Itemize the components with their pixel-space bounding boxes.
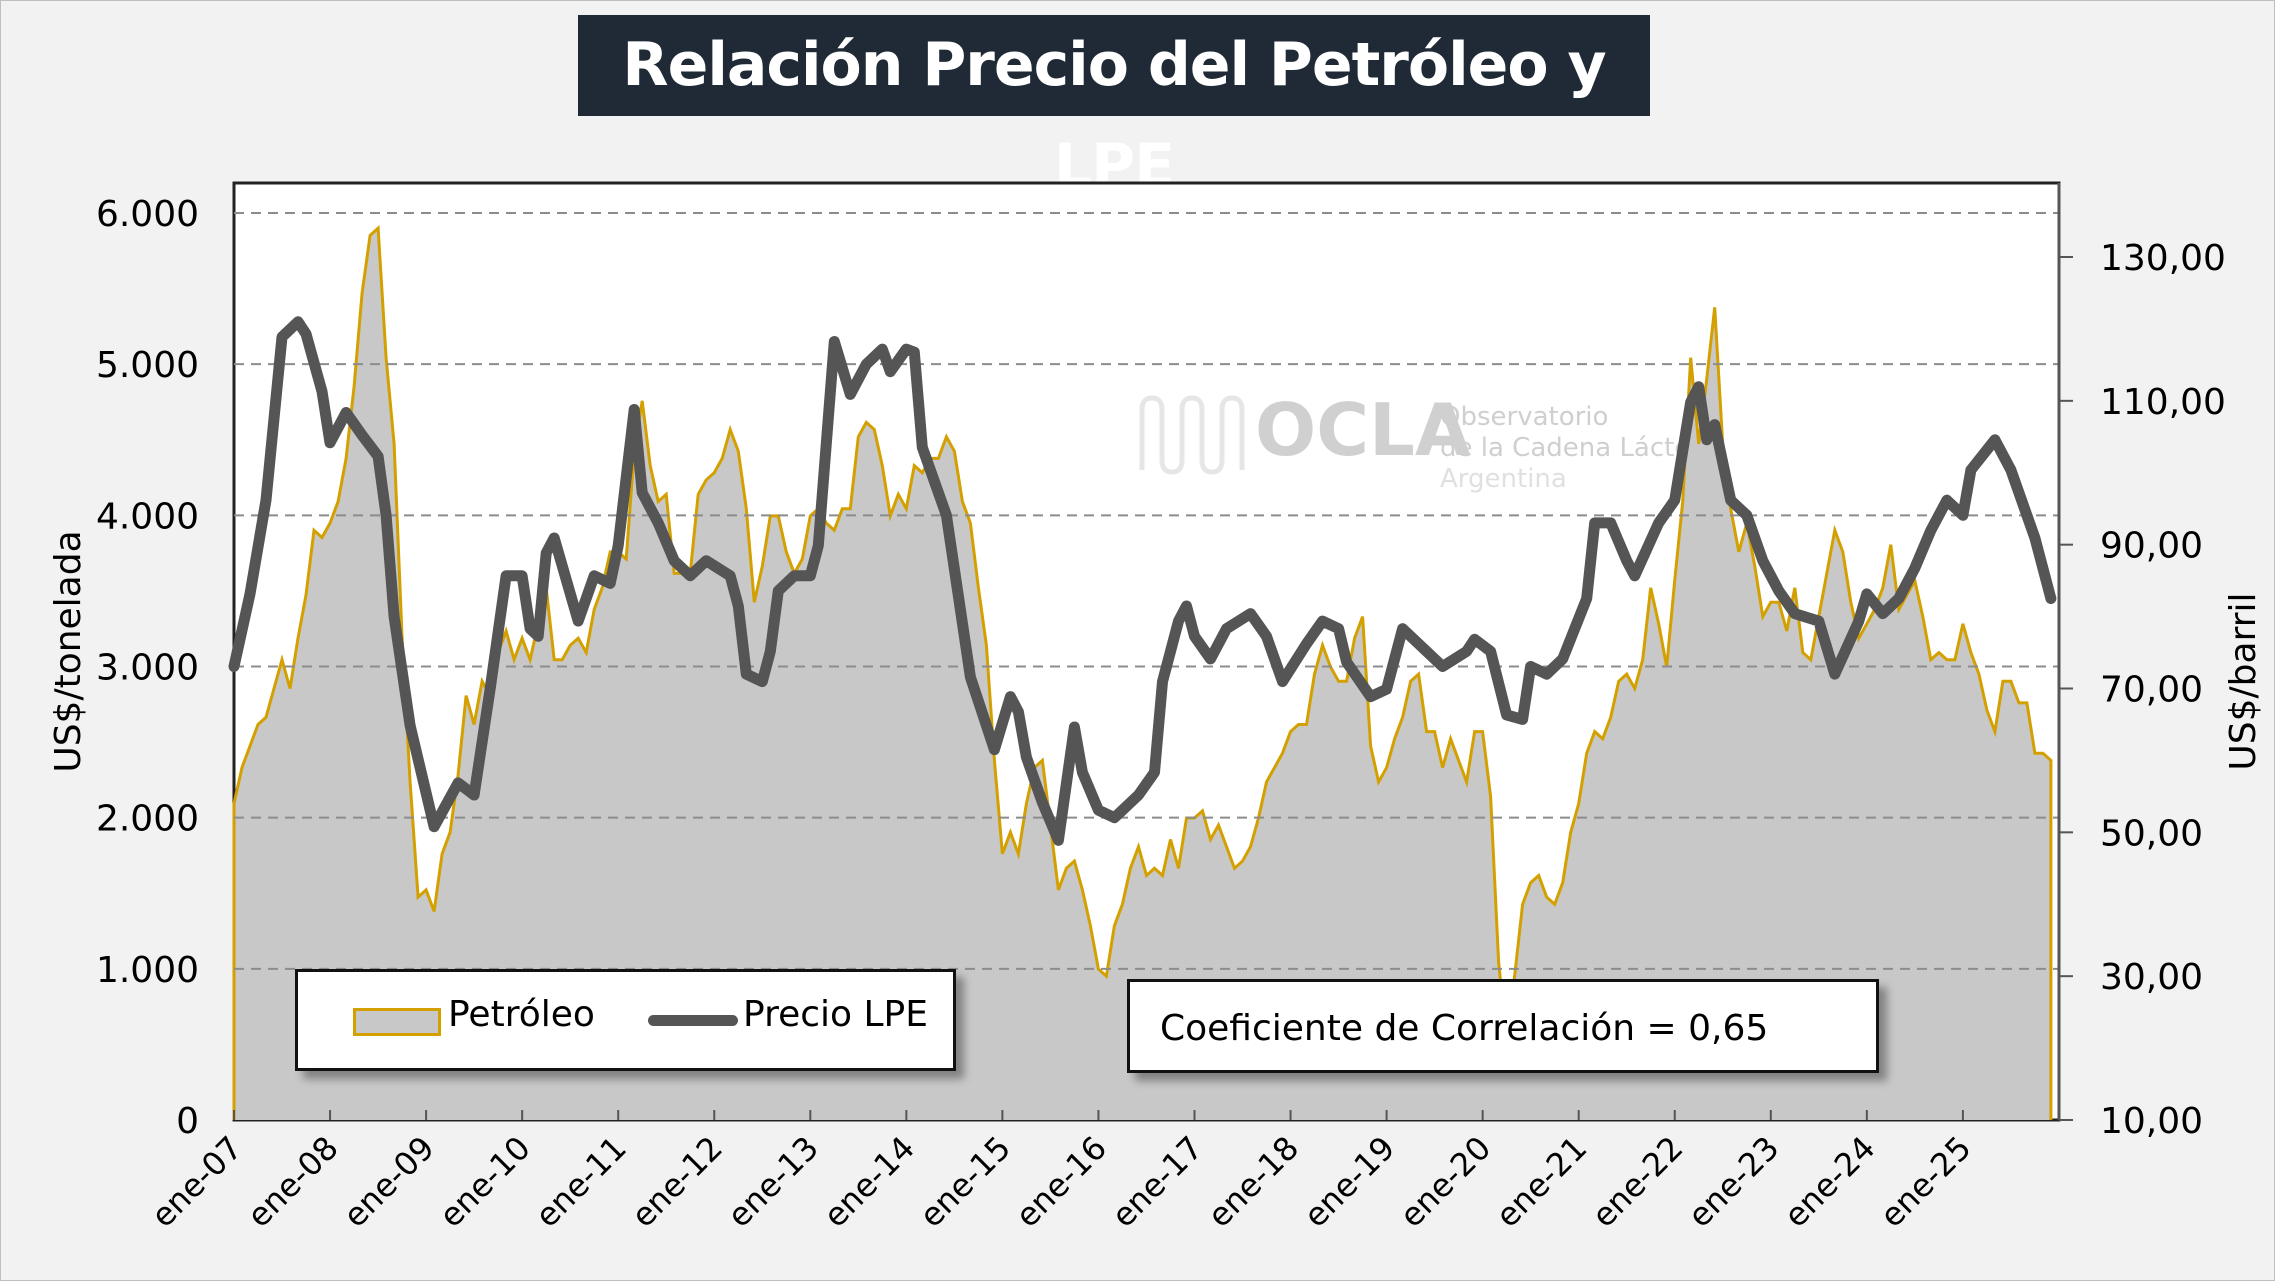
y-right-tick-label: 90,00	[2100, 526, 2203, 567]
watermark-line2: de la Cadena Láctea	[1440, 433, 1706, 463]
x-tick-label: ene-18	[1200, 1129, 1306, 1235]
oil-area	[234, 228, 2051, 1120]
x-tick-label: ene-21	[1488, 1129, 1594, 1235]
x-tick-label: ene-17	[1104, 1129, 1210, 1235]
x-tick-label: ene-24	[1776, 1129, 1882, 1235]
y-left-tick-label: 2.000	[96, 799, 199, 840]
correlation-box: Coeficiente de Correlación = 0,65	[1127, 979, 1879, 1073]
x-tick-label: ene-12	[624, 1129, 730, 1235]
oil-line	[232, 225, 2053, 1121]
x-tick-label: ene-19	[1296, 1129, 1402, 1235]
x-tick-label: ene-23	[1680, 1129, 1786, 1235]
x-tick-label: ene-13	[720, 1129, 826, 1235]
x-tick-label: ene-15	[912, 1129, 1018, 1235]
y-right-tick-label: 70,00	[2100, 670, 2203, 711]
y-right-tick-label: 110,00	[2100, 382, 2226, 423]
x-tick-label: ene-11	[528, 1129, 634, 1235]
chart-title: Relación Precio del Petróleo y LPE	[578, 15, 1650, 201]
y-right-axis-title: US$/barril	[2223, 592, 2264, 770]
watermark-logo-icon	[1139, 395, 1245, 475]
x-tick-label: ene-07	[144, 1129, 250, 1235]
watermark-logo: OCLA	[1255, 388, 1471, 472]
legend-label-lpe: Precio LPE	[743, 994, 929, 1035]
y-left-tick-label: 6.000	[96, 194, 199, 235]
x-tick-label: ene-14	[816, 1129, 922, 1235]
x-tick-label: ene-09	[336, 1129, 442, 1235]
legend-swatch-lpe	[648, 1015, 738, 1026]
correlation-text: Coeficiente de Correlación = 0,65	[1160, 1008, 1769, 1049]
legend-swatch-oil	[353, 1008, 441, 1036]
x-tick-label: ene-22	[1584, 1129, 1690, 1235]
y-left-tick-label: 1.000	[96, 950, 199, 991]
y-left-tick-label: 0	[176, 1101, 199, 1142]
watermark-line1: Observatorio	[1440, 402, 1608, 432]
watermark-line3: Argentina	[1440, 464, 1567, 494]
y-left-tick-label: 5.000	[96, 345, 199, 386]
y-right-tick-label: 50,00	[2100, 813, 2203, 854]
x-tick-label: ene-20	[1392, 1129, 1498, 1235]
y-right-tick-label: 10,00	[2100, 1101, 2203, 1142]
y-left-axis-title: US$/tonelada	[48, 530, 89, 772]
x-tick-label: ene-16	[1008, 1129, 1114, 1235]
x-tick-label: ene-10	[432, 1129, 538, 1235]
y-right-tick-label: 130,00	[2100, 238, 2226, 279]
x-tick-label: ene-08	[240, 1129, 346, 1235]
y-right-tick-label: 30,00	[2100, 957, 2203, 998]
x-tick-label: ene-25	[1873, 1129, 1979, 1235]
legend-label-oil: Petróleo	[448, 994, 595, 1035]
y-left-tick-label: 4.000	[96, 496, 199, 537]
legend: Petróleo Precio LPE	[295, 969, 956, 1071]
lpe-line	[228, 316, 2057, 846]
y-left-tick-label: 3.000	[96, 648, 199, 689]
